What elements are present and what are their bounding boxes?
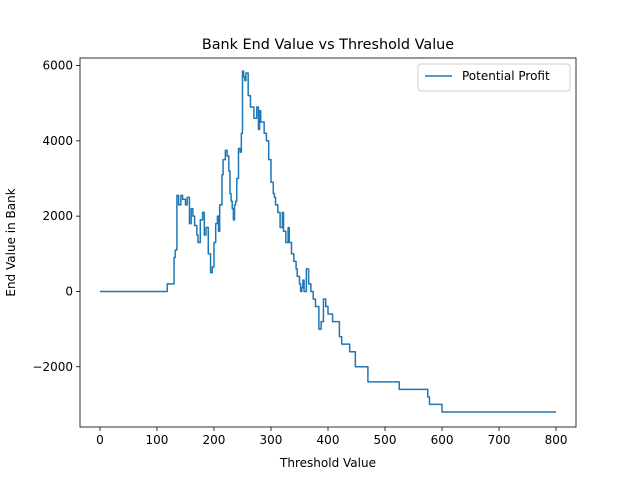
x-tick-label: 500 <box>374 433 397 447</box>
y-tick-label: 4000 <box>42 134 73 148</box>
plot-area <box>99 70 557 413</box>
x-tick-label: 100 <box>146 433 169 447</box>
x-axis-label: Threshold Value <box>279 456 376 470</box>
y-tick-label: 6000 <box>42 59 73 73</box>
x-tick-label: 300 <box>260 433 283 447</box>
y-tick-label: 0 <box>65 284 73 298</box>
x-tick-label: 700 <box>488 433 511 447</box>
legend-label: Potential Profit <box>462 69 550 83</box>
y-tick-label: −2000 <box>32 360 73 374</box>
plot-frame <box>79 57 577 428</box>
x-tick-label: 400 <box>317 433 340 447</box>
x-tick-label: 0 <box>96 433 104 447</box>
y-tick-label: 2000 <box>42 209 73 223</box>
x-tick-label: 200 <box>203 433 226 447</box>
x-tick-label: 600 <box>431 433 454 447</box>
series-line-potential-profit <box>99 70 557 413</box>
y-axis-label: End Value in Bank <box>4 188 18 296</box>
legend: Potential Profit <box>417 63 571 92</box>
legend-box <box>417 63 571 92</box>
axis-ticks: 0 100 200 300 400 500 600 700 800 −2000 0 2000 4000 6… <box>32 59 567 447</box>
chart-title: Bank End Value vs Threshold Value <box>202 37 454 53</box>
x-tick-label: 800 <box>545 433 568 447</box>
